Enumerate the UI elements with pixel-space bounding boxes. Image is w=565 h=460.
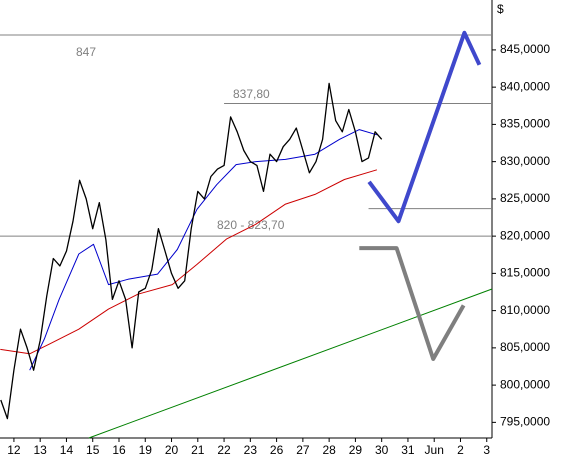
x-tick-label: 13: [34, 443, 48, 457]
y-tick-label: 835,0000: [500, 117, 550, 131]
x-tick-label: 27: [296, 443, 310, 457]
x-tick-label: 20: [165, 443, 179, 457]
x-tick-label: Jun: [425, 443, 444, 457]
y-tick-label: 810,0000: [500, 303, 550, 317]
y-tick-label: 825,0000: [500, 191, 550, 205]
x-tick-label: 23: [244, 443, 258, 457]
y-tick-label: 830,0000: [500, 154, 550, 168]
x-tick-label: 21: [191, 443, 205, 457]
x-tick-label: 31: [401, 443, 415, 457]
y-tick-label: 845,0000: [500, 42, 550, 56]
x-tick-label: 30: [375, 443, 389, 457]
series-line: [367, 30, 482, 224]
annotation: 847: [76, 45, 96, 59]
x-tick-label: 2: [457, 443, 464, 457]
y-tick-label: 820,0000: [500, 228, 550, 242]
y-tick-label: 800,0000: [500, 377, 550, 391]
series-line: [0, 169, 378, 355]
y-tick-label: 840,0000: [500, 79, 550, 93]
y-tick-label: 815,0000: [500, 266, 550, 280]
series-line: [0, 82, 383, 420]
x-tick-label: 19: [139, 443, 153, 457]
annotation: 837,80: [233, 87, 270, 101]
x-tick-label: 28: [322, 443, 336, 457]
series-line: [359, 246, 466, 361]
y-tick-label: 805,0000: [500, 340, 550, 354]
currency-label: $: [497, 2, 504, 16]
x-tick-label: 3: [483, 443, 490, 457]
x-tick-label: 29: [349, 443, 363, 457]
x-tick-label: 22: [217, 443, 231, 457]
x-tick-label: 15: [86, 443, 100, 457]
annotation: 820 - 823,70: [217, 218, 285, 232]
x-tick-label: 16: [112, 443, 126, 457]
x-tick-label: 14: [60, 443, 74, 457]
x-tick-label: 26: [270, 443, 284, 457]
y-tick-label: 795,0000: [500, 415, 550, 429]
series-line: [88, 288, 493, 439]
x-tick-label: 12: [7, 443, 21, 457]
